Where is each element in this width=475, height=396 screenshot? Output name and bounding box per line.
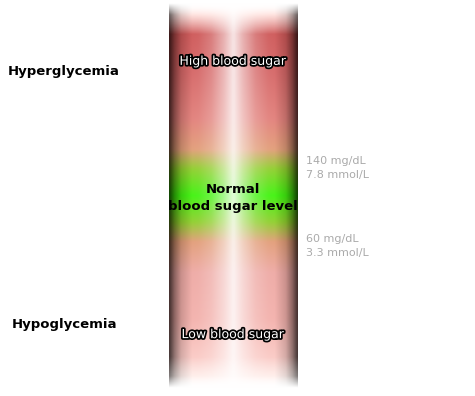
Text: Hyperglycemia: Hyperglycemia (8, 65, 120, 78)
Text: Hypoglycemia: Hypoglycemia (11, 318, 117, 331)
Text: Normal
blood sugar level: Normal blood sugar level (168, 183, 298, 213)
Text: High blood sugar: High blood sugar (180, 55, 286, 68)
Text: 60 mg/dL
3.3 mmol/L: 60 mg/dL 3.3 mmol/L (306, 234, 369, 257)
Text: 140 mg/dL
7.8 mmol/L: 140 mg/dL 7.8 mmol/L (306, 156, 370, 180)
Text: Low blood sugar: Low blood sugar (181, 328, 284, 341)
